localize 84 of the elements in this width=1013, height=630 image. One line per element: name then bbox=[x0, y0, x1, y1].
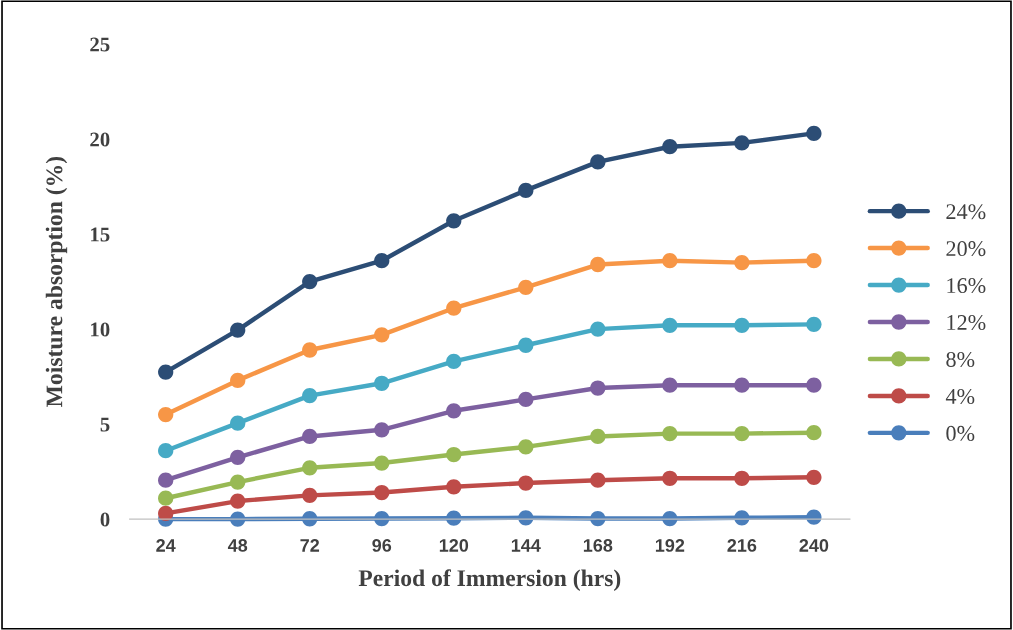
point bbox=[230, 372, 246, 389]
point bbox=[446, 403, 462, 419]
point bbox=[734, 317, 750, 333]
point bbox=[302, 460, 318, 476]
legend-label: 0% bbox=[946, 425, 975, 441]
point bbox=[446, 300, 462, 316]
legend-label: 8% bbox=[946, 351, 975, 368]
point bbox=[806, 253, 822, 269]
point bbox=[806, 316, 822, 332]
point bbox=[806, 125, 822, 142]
point bbox=[158, 364, 174, 380]
y-tick-label: 15 bbox=[91, 227, 110, 242]
point bbox=[662, 425, 678, 442]
point bbox=[374, 253, 390, 269]
point bbox=[662, 470, 678, 486]
point bbox=[590, 154, 606, 170]
y-tick-label: 20 bbox=[90, 132, 110, 147]
point bbox=[158, 490, 174, 506]
point bbox=[734, 377, 750, 393]
x-tick-label: 168 bbox=[583, 539, 613, 552]
point bbox=[518, 182, 534, 199]
point bbox=[590, 380, 606, 396]
point bbox=[734, 254, 750, 271]
x-axis-title: Period of Immersion (hrs) bbox=[358, 569, 621, 591]
point bbox=[806, 425, 822, 441]
point bbox=[158, 443, 174, 459]
point bbox=[302, 428, 318, 445]
x-tick-label: 96 bbox=[372, 539, 392, 552]
point bbox=[230, 474, 246, 490]
point bbox=[518, 475, 534, 491]
point bbox=[374, 327, 390, 343]
point bbox=[374, 455, 390, 471]
point bbox=[230, 449, 246, 466]
legend-label: 20% bbox=[946, 241, 986, 257]
point bbox=[302, 487, 318, 504]
x-tick-label: 120 bbox=[439, 539, 469, 552]
x-tick-label: 24 bbox=[156, 539, 176, 552]
x-tick-label: 216 bbox=[727, 539, 757, 552]
point bbox=[230, 322, 246, 338]
point bbox=[662, 139, 678, 155]
y-tick-label: 25 bbox=[90, 37, 110, 52]
point bbox=[446, 353, 462, 370]
point bbox=[374, 484, 390, 501]
point bbox=[518, 279, 534, 295]
point bbox=[158, 472, 174, 488]
point bbox=[446, 213, 462, 229]
legend-label: 12% bbox=[947, 315, 986, 331]
legend-label: 16% bbox=[947, 278, 986, 294]
point bbox=[302, 273, 318, 290]
point bbox=[158, 406, 174, 423]
legend-label: 4% bbox=[945, 388, 975, 404]
point bbox=[662, 317, 678, 333]
point bbox=[806, 377, 822, 393]
point bbox=[662, 253, 678, 269]
point bbox=[302, 342, 318, 358]
point bbox=[734, 425, 750, 442]
point bbox=[590, 472, 606, 488]
point bbox=[734, 135, 750, 151]
y-tick-label: 10 bbox=[91, 322, 110, 337]
y-tick-label: 0 bbox=[100, 512, 110, 527]
point bbox=[446, 446, 462, 463]
x-tick-label: 240 bbox=[799, 539, 829, 552]
point bbox=[374, 422, 390, 438]
x-tick-label: 192 bbox=[655, 539, 685, 552]
point bbox=[230, 415, 246, 431]
point bbox=[518, 439, 534, 455]
point bbox=[518, 391, 534, 408]
x-tick-label: 144 bbox=[511, 539, 541, 552]
legend-label: 24% bbox=[946, 204, 986, 220]
point bbox=[806, 469, 822, 485]
point bbox=[590, 321, 606, 337]
x-tick-label: 72 bbox=[300, 539, 320, 552]
point bbox=[230, 493, 246, 509]
point bbox=[590, 428, 606, 445]
point bbox=[734, 470, 750, 486]
point bbox=[446, 479, 462, 495]
x-tick-label: 48 bbox=[227, 539, 248, 552]
point bbox=[302, 387, 318, 404]
point bbox=[662, 377, 678, 393]
point bbox=[590, 256, 606, 273]
point bbox=[518, 337, 534, 353]
point bbox=[374, 375, 390, 391]
y-axis-title: Moisture absorption (%) bbox=[45, 156, 68, 407]
y-tick-label: 5 bbox=[100, 417, 110, 432]
